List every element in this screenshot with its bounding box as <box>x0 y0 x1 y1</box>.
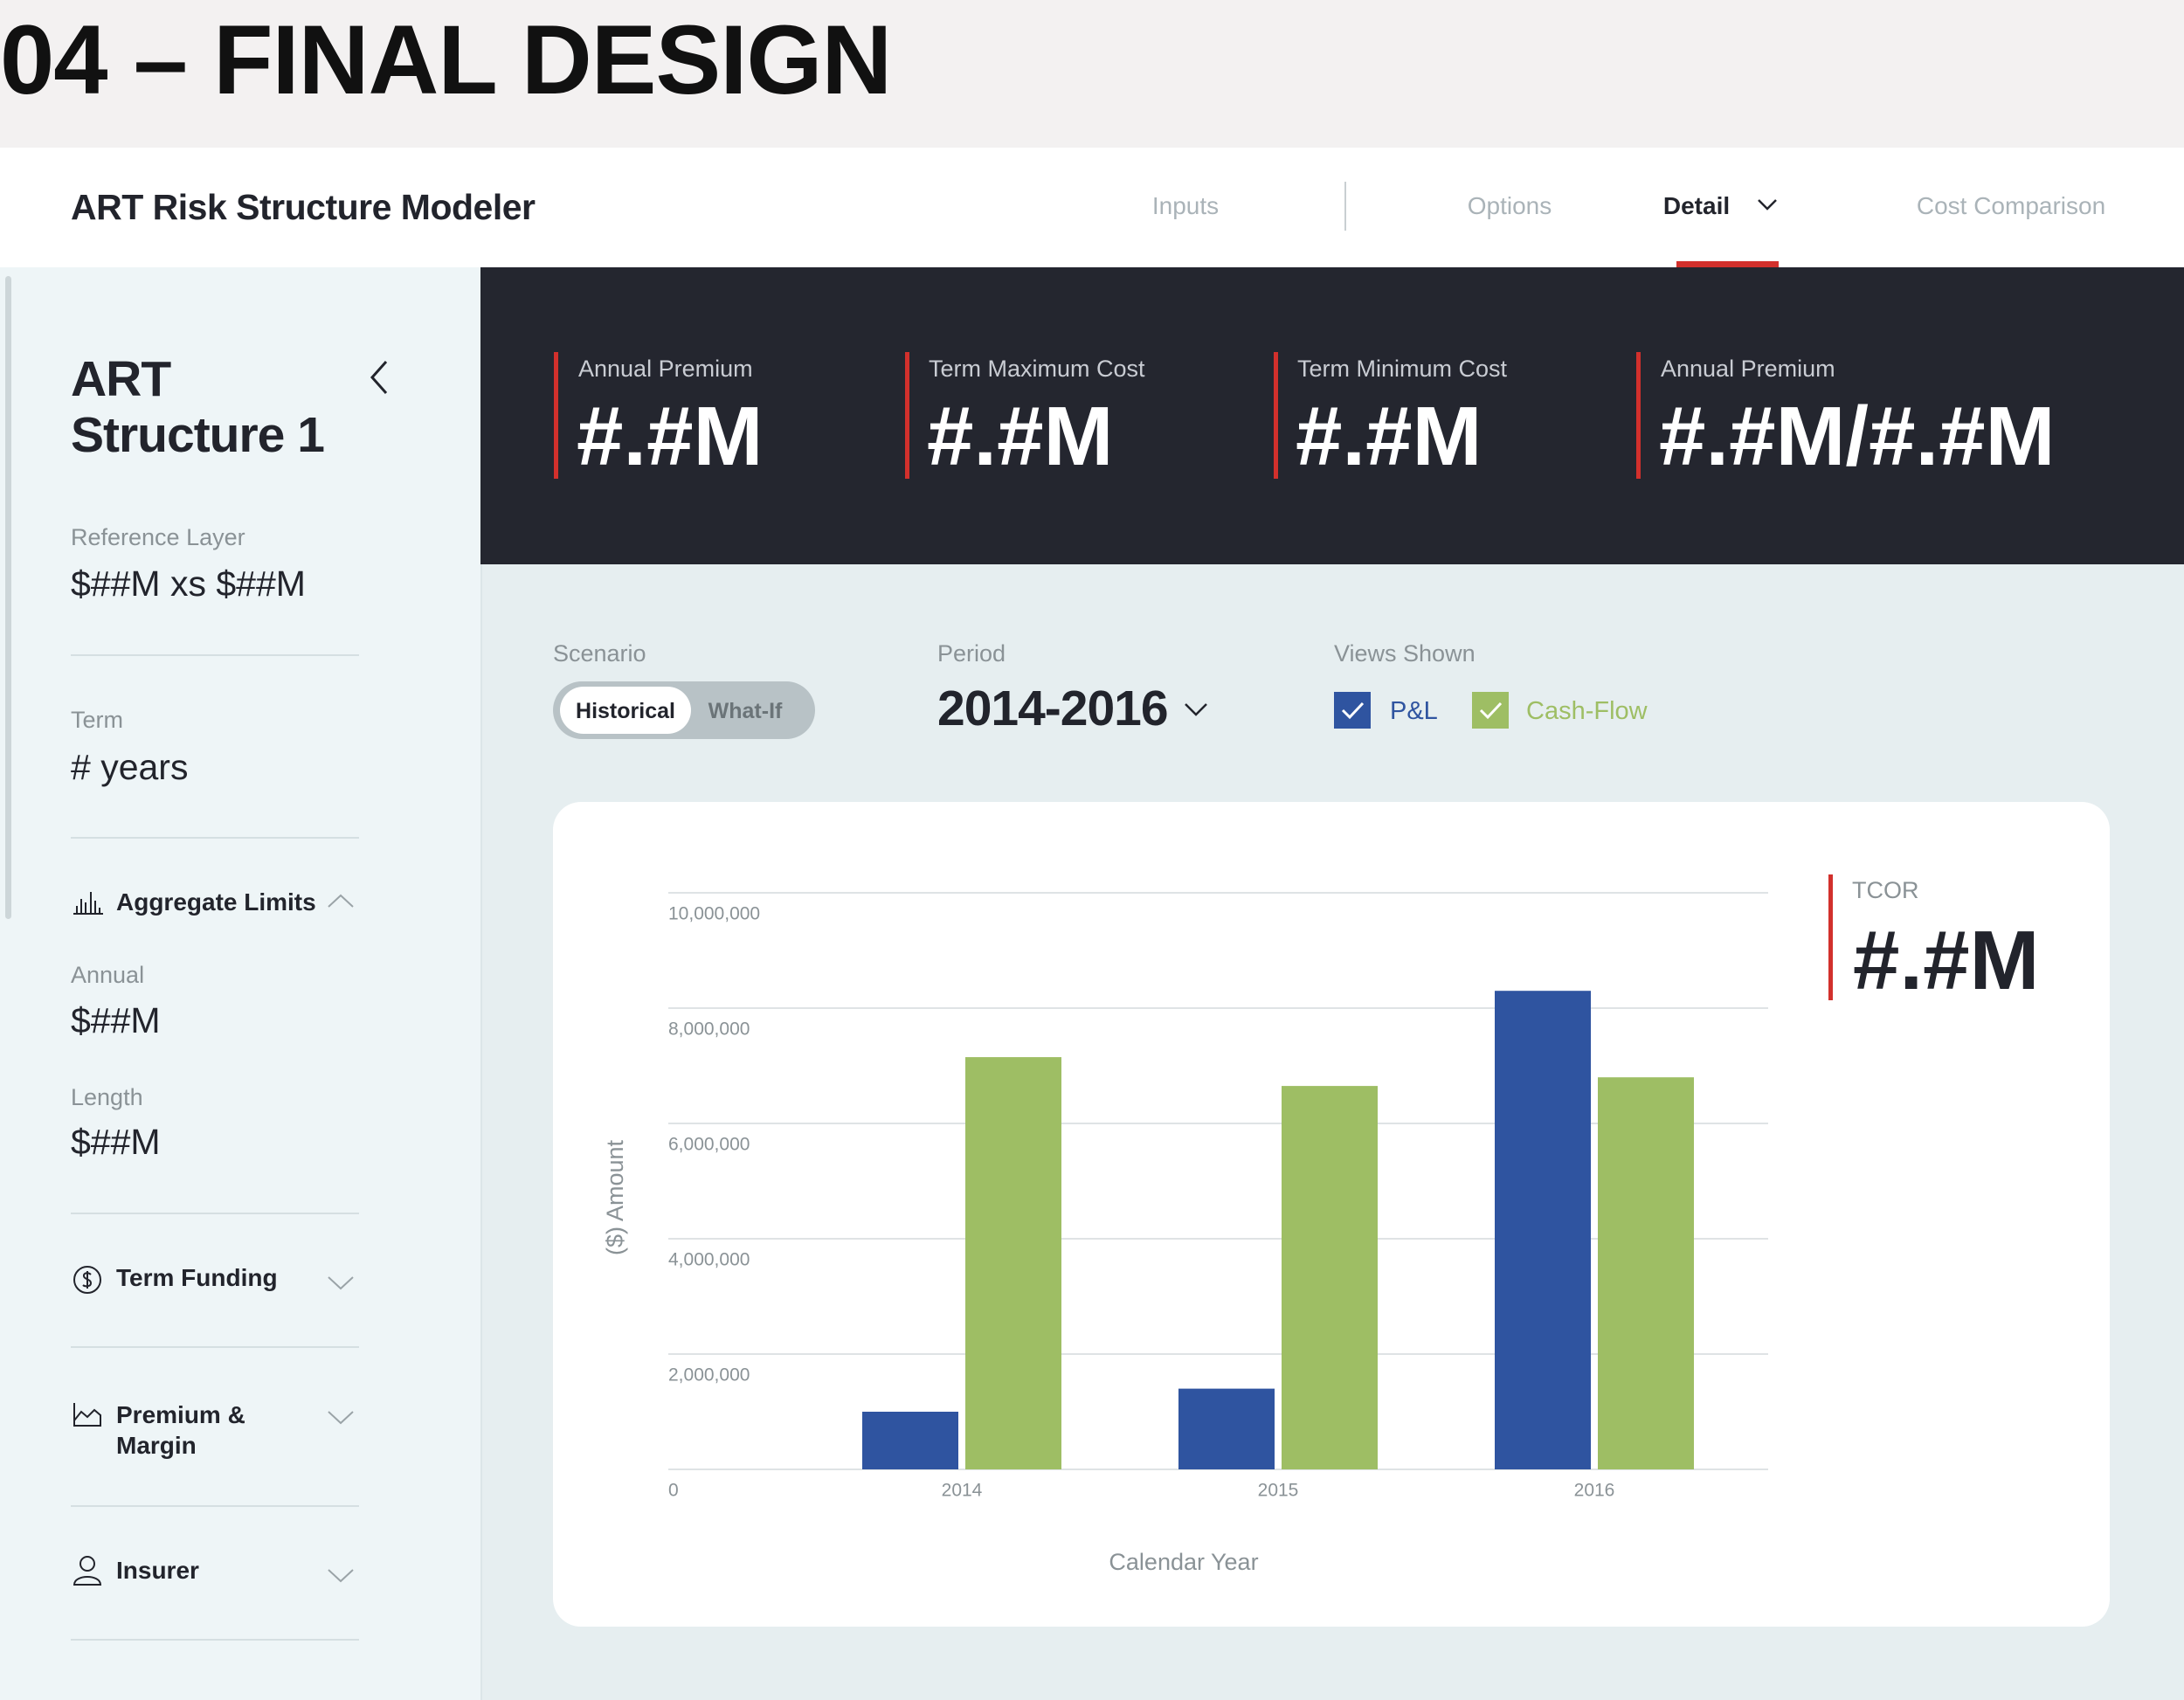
kpi-accent <box>905 352 909 479</box>
separator <box>71 837 359 839</box>
tcor-label: TCOR <box>1852 877 1919 903</box>
tcor-accent <box>1828 874 1833 1000</box>
y-tick-label: 6,000,000 <box>668 1135 750 1155</box>
y-axis-title: ($) Amount <box>602 1139 628 1255</box>
toggle-option[interactable]: Historical <box>576 699 675 723</box>
kpi-value: #.#M <box>927 390 1114 483</box>
user-icon <box>73 1556 102 1586</box>
field-value: # years <box>71 747 189 787</box>
section-header[interactable]: Insurer <box>116 1557 199 1584</box>
kpi-accent <box>554 352 558 479</box>
expand-icon[interactable] <box>327 1408 355 1426</box>
x-tick-label: 2015 <box>1258 1481 1299 1501</box>
sidebar <box>0 267 482 1700</box>
bar <box>862 1412 958 1469</box>
field-label: Length <box>71 1084 143 1110</box>
separator <box>71 1346 359 1348</box>
bar <box>965 1057 1061 1469</box>
kpi-value: #.#M <box>1296 390 1482 483</box>
expand-icon[interactable] <box>327 1274 355 1291</box>
field-value: $##M <box>71 1000 161 1040</box>
kpi-accent <box>1636 352 1641 479</box>
nav-dropdown-icon <box>1758 199 1777 211</box>
field-label: Annual <box>71 962 145 988</box>
area-icon <box>73 1403 101 1427</box>
nav-item[interactable]: Inputs <box>1151 192 1220 219</box>
x-tick-label: 2016 <box>1574 1481 1615 1501</box>
chart-icon <box>73 892 103 915</box>
kpi-value: #.#M <box>577 390 764 483</box>
section-header[interactable]: Premium & Margin <box>116 1401 245 1459</box>
y-tick-label: 0 <box>668 1481 679 1501</box>
scrollbar <box>5 276 11 919</box>
field-label: Reference Layer <box>71 524 245 550</box>
page-title: 04 – FINAL DESIGN <box>0 5 892 114</box>
checkbox[interactable] <box>1334 692 1371 729</box>
expand-icon[interactable] <box>327 893 355 910</box>
control-label: Scenario <box>553 640 646 667</box>
kpi-label: Term Minimum Cost <box>1297 356 1508 382</box>
collapse-button[interactable] <box>367 358 393 397</box>
control-label: Period <box>937 640 1006 667</box>
section-header[interactable]: Aggregate Limits <box>116 888 316 916</box>
separator <box>71 654 359 656</box>
separator <box>71 1639 359 1641</box>
y-tick-label: 4,000,000 <box>668 1250 750 1270</box>
y-tick-label: 8,000,000 <box>668 1019 750 1040</box>
control-label: Views Shown <box>1334 640 1476 667</box>
kpi-label: Term Maximum Cost <box>929 356 1145 382</box>
x-tick-label: 2014 <box>942 1481 983 1501</box>
toggle-knob <box>560 687 691 734</box>
checkbox[interactable] <box>1472 692 1509 729</box>
expand-icon[interactable] <box>327 1566 355 1584</box>
kpi-banner <box>480 267 2184 564</box>
field-value: $##M <box>71 1122 161 1162</box>
field-label: Term <box>71 707 123 733</box>
checkbox-label[interactable]: Cash-Flow <box>1526 697 1648 725</box>
bar <box>1495 991 1591 1469</box>
toggle-option[interactable]: What-If <box>708 699 783 723</box>
dropdown-icon[interactable] <box>1183 701 1209 718</box>
nav-bar <box>0 148 2184 267</box>
period-select[interactable]: 2014-2016 <box>937 681 1169 736</box>
x-axis-title: Calendar Year <box>1109 1549 1258 1575</box>
nav-divider <box>1344 182 1346 231</box>
tcor-value: #.#M <box>1853 914 2040 1007</box>
structure-title: ART Structure 1 <box>71 351 325 463</box>
y-tick-label: 2,000,000 <box>668 1365 750 1386</box>
bar <box>1598 1077 1694 1469</box>
app-title: ART Risk Structure Modeler <box>71 187 536 227</box>
bar-chart: ($) Amount Calendar Year 0 2,000,000 4,000… <box>602 892 1768 1575</box>
separator <box>71 1505 359 1507</box>
active-underline <box>1676 261 1779 267</box>
nav-item[interactable]: Options <box>1467 192 1552 219</box>
separator <box>71 1213 359 1214</box>
bar <box>1282 1086 1378 1469</box>
nav-item[interactable]: Cost Comparison <box>1916 192 2106 219</box>
nav-item-active[interactable]: Detail <box>1662 192 1731 219</box>
kpi-label: Annual Premium <box>578 356 753 382</box>
kpi-value: #.#M/#.#M <box>1659 390 2056 483</box>
kpi-label: Annual Premium <box>1661 356 1835 382</box>
checkbox-label[interactable]: P&L <box>1390 697 1438 725</box>
section-header[interactable]: Term Funding <box>116 1264 278 1291</box>
y-tick-label: 10,000,000 <box>668 904 760 924</box>
dollar-icon <box>73 1266 101 1294</box>
bar <box>1178 1388 1275 1469</box>
field-value: $##M xs $##M <box>71 563 306 604</box>
kpi-accent <box>1274 352 1278 479</box>
